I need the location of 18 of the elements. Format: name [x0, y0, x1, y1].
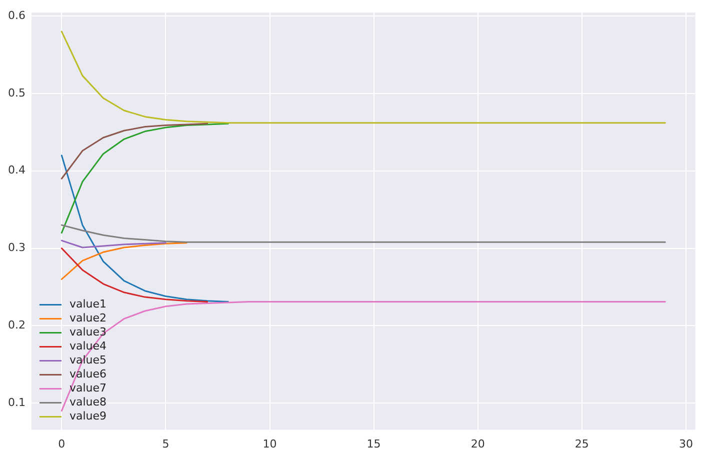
legend-label: value3	[69, 326, 107, 339]
x-tick-label: 25	[574, 437, 589, 450]
legend-label: value8	[69, 396, 107, 409]
x-tick-label: 15	[366, 437, 381, 450]
x-tick-label: 5	[162, 437, 170, 450]
x-tick-label: 30	[678, 437, 693, 450]
y-tick-label: 0.6	[8, 8, 26, 22]
x-tick-label: 10	[262, 437, 277, 450]
y-tick-label: 0.1	[8, 396, 26, 409]
x-tick-label: 20	[470, 437, 485, 450]
y-tick-label: 0.4	[8, 164, 26, 177]
y-tick-label: 0.2	[8, 318, 26, 332]
legend-label: value2	[69, 312, 107, 325]
y-tick-label: 0.3	[8, 241, 26, 254]
legend-label: value1	[69, 298, 107, 311]
y-tick-label: 0.5	[8, 86, 26, 100]
x-tick-label: 0	[58, 437, 66, 450]
legend-label: value9	[69, 410, 107, 423]
